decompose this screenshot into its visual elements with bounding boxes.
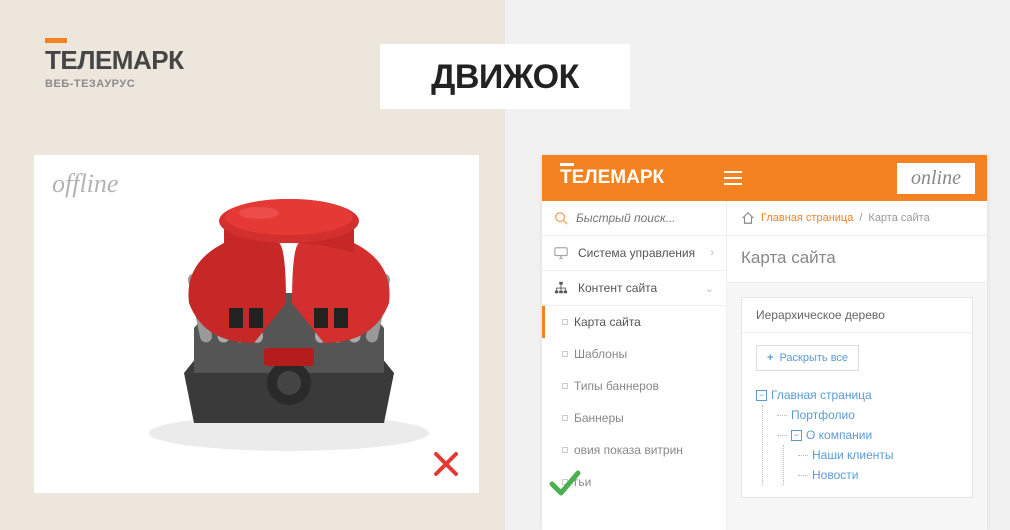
- cms-app-window: ТЕЛЕМАРК online Система управления ›: [542, 155, 987, 530]
- home-icon: [741, 211, 755, 225]
- tree-toggle-icon[interactable]: −: [791, 430, 802, 441]
- tree-node-clients[interactable]: Наши клиенты: [798, 445, 958, 465]
- sidebar-item-system[interactable]: Система управления ›: [542, 236, 726, 271]
- sitemap-icon: [554, 281, 568, 295]
- plus-icon: +: [767, 352, 773, 364]
- tree: − Главная страница Портфолио: [756, 385, 958, 485]
- brand-subtitle: ВЕБ-ТЕЗАУРУС: [45, 78, 183, 90]
- monitor-icon: [554, 246, 568, 260]
- sidebar-sub-banners[interactable]: Баннеры: [542, 402, 726, 434]
- check-icon: [548, 466, 582, 500]
- panel-title: Иерархическое дерево: [742, 298, 972, 333]
- tree-node-portfolio[interactable]: Портфолио: [777, 405, 958, 425]
- sidebar-sub-showcase[interactable]: овия показа витрин: [542, 434, 726, 466]
- search-input[interactable]: [576, 211, 706, 225]
- hamburger-icon[interactable]: [724, 171, 742, 185]
- online-label: online: [897, 163, 975, 194]
- page-title: Карта сайта: [727, 236, 987, 283]
- sidebar-sub-templates[interactable]: Шаблоны: [542, 338, 726, 370]
- search-row[interactable]: [542, 201, 726, 236]
- app-brand: ТЕЛЕМАРК: [560, 167, 664, 189]
- page-main-title: ДВИЖОК: [400, 58, 610, 97]
- brand-name: ТЕЛЕМАРК: [45, 45, 183, 76]
- sidebar-label-content: Контент сайта: [578, 281, 657, 295]
- expand-all-button[interactable]: + Раскрыть все: [756, 345, 859, 371]
- tree-node-root[interactable]: − Главная страница: [756, 385, 958, 405]
- tree-node-news[interactable]: Новости: [798, 465, 958, 485]
- breadcrumb-current: Карта сайта: [868, 212, 929, 224]
- chevron-down-icon: ⌄: [705, 282, 714, 295]
- sidebar-label-system: Система управления: [578, 246, 695, 260]
- breadcrumb-home[interactable]: Главная страница: [761, 212, 853, 224]
- offline-card: offline: [34, 155, 479, 493]
- engine-illustration: [124, 173, 454, 463]
- content-area: Главная страница / Карта сайта Карта сай…: [727, 201, 987, 530]
- search-icon: [554, 211, 568, 225]
- tree-toggle-icon[interactable]: −: [756, 390, 767, 401]
- tree-panel: Иерархическое дерево + Раскрыть все − Гл…: [741, 297, 973, 498]
- sidebar-sub-sitemap[interactable]: Карта сайта: [542, 306, 726, 338]
- chevron-right-icon: ›: [710, 247, 714, 259]
- brand-logo: ТЕЛЕМАРК ВЕБ-ТЕЗАУРУС: [45, 38, 183, 90]
- app-header: ТЕЛЕМАРК online: [542, 155, 987, 201]
- logo-accent-bar: [45, 38, 67, 43]
- app-logo-bar: [560, 163, 574, 166]
- x-icon: [433, 451, 459, 477]
- sidebar-item-content[interactable]: Контент сайта ⌄: [542, 271, 726, 306]
- tree-node-about[interactable]: − О компании: [777, 425, 958, 445]
- breadcrumb: Главная страница / Карта сайта: [727, 201, 987, 236]
- sidebar-sub-bannertypes[interactable]: Типы баннеров: [542, 370, 726, 402]
- title-box: ДВИЖОК: [380, 44, 630, 109]
